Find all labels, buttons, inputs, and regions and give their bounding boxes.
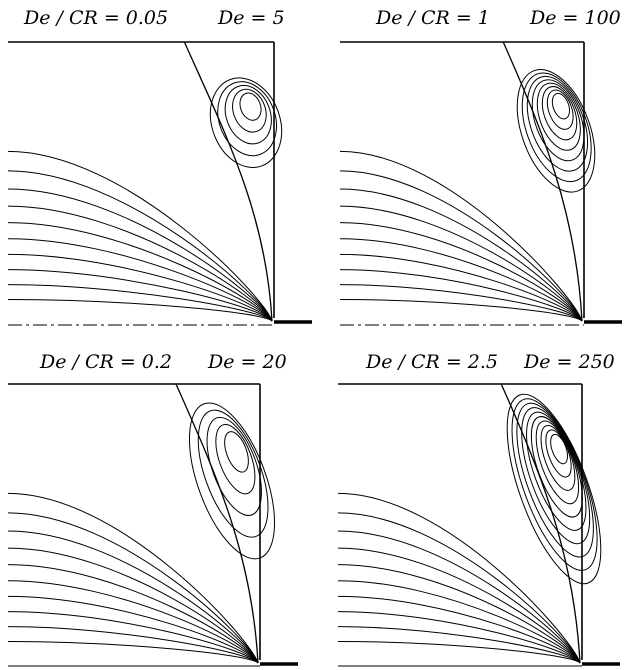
vortex-streamline [197,409,269,538]
vortex-streamline [541,86,578,141]
streamline [337,640,581,664]
vortex-streamline [526,75,589,172]
vortex-streamline [224,431,249,473]
vortex-streamline [521,72,592,183]
streamline [339,253,583,322]
vortex-streamline [209,77,283,168]
vortex-streamline [531,79,585,162]
ratio-label: De / CR = 2.5 [365,351,498,373]
vortex-streamline [546,89,574,130]
vortex-streamline [545,429,572,478]
vortex-streamline [206,416,262,516]
streamline [339,170,583,322]
streamline [7,640,259,664]
panel-3: De / CR = 0.2 De = 20 [7,351,298,667]
streamline [7,580,259,664]
vortex-streamline [239,92,262,121]
de-label: De = 100 [529,7,621,29]
de-label: De = 5 [217,7,285,29]
streamline [7,188,273,322]
vortex-streamline [535,420,580,505]
streamline [7,150,273,322]
streamline [7,492,259,664]
vortex-streamline [550,433,569,465]
streamline [7,611,259,664]
vortex-streamline [232,88,267,133]
separating-streamline [502,41,583,322]
streamline [339,188,583,322]
panel-2: De / CR = 1 De = 100 [339,7,622,326]
vortex-streamline [551,92,571,120]
streamline [339,298,583,322]
vortex-streamline [526,411,587,531]
vortex-streamline [516,402,594,558]
streamline [337,492,581,664]
streamline [7,595,259,664]
streamline [7,284,273,322]
streamline [339,150,583,322]
ratio-label: De / CR = 0.2 [39,351,172,373]
streamline [337,547,581,664]
panel-1: De / CR = 0.05 De = 5 [7,7,312,326]
separating-streamline [183,41,273,322]
streamline [7,170,273,322]
vortex-streamline [536,82,581,151]
streamline [7,205,273,322]
streamline [7,222,273,322]
streamline [7,269,273,322]
vortex-streamline [188,402,276,560]
streamline [7,238,273,322]
streamline [337,564,581,664]
streamline [7,298,273,322]
streamline [7,530,259,664]
de-label: De = 250 [523,351,615,373]
streamline [337,626,581,664]
streamline [339,269,583,322]
streamline [339,238,583,322]
vortex-streamline [530,416,583,518]
streamline [337,580,581,664]
streamline [7,512,259,664]
streamline [339,222,583,322]
streamline [337,530,581,664]
streamline [7,547,259,664]
ratio-label: De / CR = 0.05 [23,7,168,29]
streamline [7,564,259,664]
panel-4: De / CR = 2.5 De = 250 [337,351,620,667]
vortex-streamline [540,425,576,491]
vortex-streamline [215,424,256,495]
streamline [7,253,273,322]
vortex-streamline [217,81,277,157]
de-label: De = 20 [207,351,287,373]
streamline [337,512,581,664]
streamline [339,284,583,322]
vortex-streamline [521,407,591,545]
streamline [337,611,581,664]
vortex-streamline [506,393,602,585]
streamline [7,626,259,664]
vortex-streamline [516,69,596,193]
streamline [337,595,581,664]
streamline [339,205,583,322]
ratio-label: De / CR = 1 [375,7,490,29]
separating-streamline [500,383,581,664]
vortex-streamline [224,85,272,145]
vortex-streamline [511,398,598,571]
separating-streamline [175,383,259,664]
